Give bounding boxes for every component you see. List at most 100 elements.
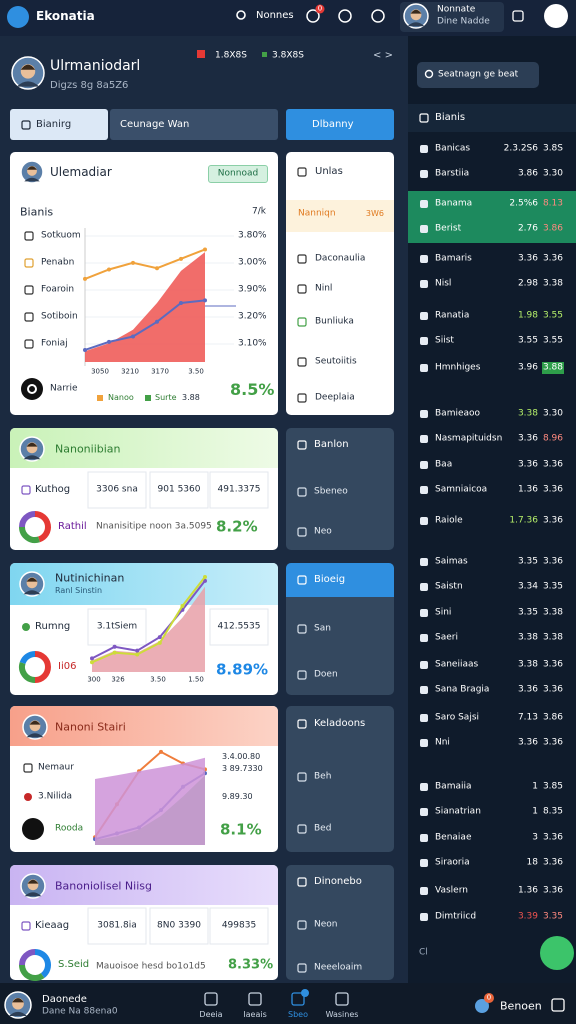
sidebar-highlight [408, 191, 576, 243]
avatar-body [26, 733, 44, 738]
avatar-hair [12, 998, 24, 1003]
logo [7, 6, 29, 28]
row-label: Berist [435, 223, 462, 234]
avatar-hair [26, 577, 38, 582]
card-title: Nanoni Stairi [55, 720, 126, 734]
pager: < > [373, 50, 393, 61]
top-icon[interactable] [306, 9, 320, 23]
point [135, 652, 140, 657]
point [90, 656, 94, 661]
sidebar-search[interactable] [417, 62, 539, 88]
row-value: 3.36 [542, 885, 563, 896]
profile-name: Ulrmaniodarl [50, 58, 141, 74]
tag: Rumng [35, 621, 71, 632]
icon [297, 167, 307, 177]
tab-icon[interactable] [291, 992, 305, 1006]
value-label: 3.90% [238, 284, 267, 295]
value-label: 3.20% [238, 311, 267, 322]
filter-left[interactable] [10, 109, 108, 140]
icon [297, 575, 307, 585]
side-item: Doen [314, 669, 338, 680]
item-icon [24, 793, 32, 801]
icon [419, 113, 429, 123]
point [83, 347, 87, 352]
row-icon [420, 558, 428, 566]
point [203, 298, 207, 303]
side-card [286, 706, 394, 852]
top-icon[interactable] [371, 9, 385, 23]
value-label: 3.00% [238, 257, 267, 268]
row-label: Saimas [435, 556, 468, 567]
row-label: Baa [435, 459, 453, 470]
search-icon[interactable] [236, 10, 246, 20]
side-title: Dinonebo [314, 876, 362, 887]
tab-icon[interactable] [204, 992, 218, 1006]
point [179, 256, 183, 261]
top-icon[interactable] [512, 10, 524, 22]
donut-segment [34, 511, 51, 543]
sidebar-header[interactable] [408, 104, 576, 132]
row-value: 3.88 [542, 362, 563, 373]
list-item: Nemaur [38, 762, 74, 773]
profile-button[interactable] [544, 4, 568, 28]
card-button[interactable] [208, 165, 268, 183]
card-header [10, 706, 278, 746]
icon [21, 921, 31, 931]
card-title: Nutinichinan [55, 571, 125, 585]
row-label: Saeri [435, 632, 458, 643]
chat-icon [475, 999, 489, 1013]
x-label: 300 [87, 675, 101, 684]
filter-label: Bianirg [36, 119, 72, 130]
tab-icon[interactable] [248, 992, 262, 1006]
row-label: Saro Sajsi [435, 712, 480, 723]
row-value: 1 [532, 806, 538, 817]
avatar-body [407, 22, 425, 27]
point [157, 640, 162, 645]
filter-right[interactable] [286, 109, 394, 140]
icon [297, 254, 307, 264]
value-label: 3 89.7330 [222, 764, 263, 773]
side-header [286, 563, 394, 597]
card-title: Nanoniibian [55, 442, 121, 456]
row-value: 3.34 [517, 581, 538, 592]
row-value: 3 [532, 832, 538, 843]
tab-icon[interactable] [335, 992, 349, 1006]
icon [24, 258, 34, 268]
point [180, 604, 185, 609]
row-label: Dimtriicd [435, 911, 477, 922]
icon [297, 772, 307, 782]
row-value: 3.55 [542, 335, 563, 346]
row-value: 3.30 [542, 408, 563, 419]
badge-count: 0 [486, 993, 492, 1002]
point [157, 635, 162, 640]
menu-icon[interactable] [551, 998, 565, 1012]
row-icon [420, 783, 428, 791]
point [131, 334, 135, 339]
card [10, 152, 278, 415]
row-value: 2.76 [517, 223, 538, 234]
row-value: 1.7.36 [509, 515, 538, 526]
row-value: 3.36 [517, 253, 538, 264]
value-box [87, 907, 147, 945]
row-value: 3.38 [517, 632, 538, 643]
point [112, 650, 117, 655]
donut-segment [19, 964, 45, 981]
point [107, 339, 111, 344]
x-label: 3050 [91, 367, 109, 376]
donut-segment [34, 651, 51, 683]
row-value: 3.86 [542, 223, 563, 234]
fab[interactable] [540, 936, 574, 970]
row-value: 3.36 [517, 737, 538, 748]
side-highlight[interactable] [286, 200, 394, 232]
card-title: Ulemadiar [50, 165, 112, 179]
x-label: 326 [111, 675, 125, 684]
row-icon [420, 486, 428, 494]
value-label: 9.89.30 [222, 792, 253, 801]
filter-mid[interactable] [110, 109, 278, 140]
row-icon [420, 517, 428, 525]
avatar-body [24, 892, 42, 897]
notif-badge [315, 4, 325, 14]
row-icon [420, 435, 428, 443]
top-icon[interactable] [338, 9, 352, 23]
